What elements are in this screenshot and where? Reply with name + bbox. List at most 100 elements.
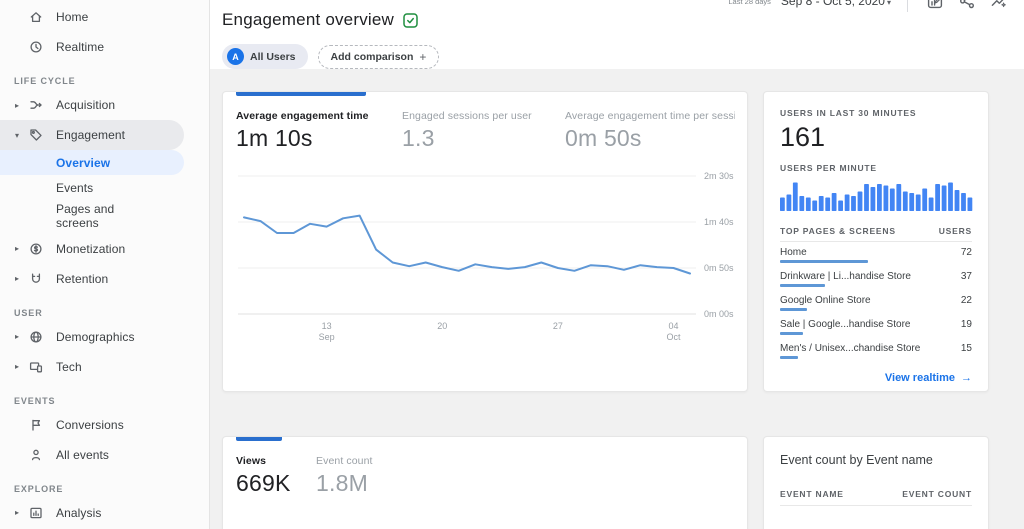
sidebar-item-conversions[interactable]: Conversions [0, 410, 209, 440]
sidebar-item-engagement[interactable]: ▾ Engagement [0, 120, 184, 150]
sidebar-item-monetization[interactable]: ▸ Monetization [0, 234, 209, 264]
clock-icon [28, 39, 44, 55]
sidebar-item-label: Conversions [56, 417, 124, 432]
audience-avatar-icon: A [227, 48, 244, 65]
event-name-column-header: EVENT NAME [780, 489, 844, 499]
chevron-right-icon[interactable]: ▸ [14, 244, 19, 254]
users-bar [780, 284, 825, 287]
svg-text:Sep: Sep [319, 332, 335, 342]
all-users-chip[interactable]: A All Users [222, 44, 308, 69]
caret-down-icon: ▾ [886, 0, 891, 7]
sidebar-subitem-label: Overview [56, 155, 111, 170]
page-title: Engagement overview [222, 10, 395, 29]
all-users-chip-label: All Users [250, 50, 296, 63]
chevron-right-icon[interactable]: ▸ [14, 100, 19, 110]
svg-text:0m 00s: 0m 00s [704, 309, 734, 319]
report-check-icon [402, 12, 419, 29]
sidebar-item-realtime[interactable]: Realtime [0, 32, 209, 62]
acquisition-icon [28, 97, 44, 113]
chevron-right-icon[interactable]: ▸ [14, 362, 19, 372]
sidebar-subitem-pages-and-screens[interactable]: Pages and screens [0, 200, 209, 234]
sidebar-item-tech[interactable]: ▸ Tech [0, 352, 209, 382]
content-area: Average engagement time 1m 10s Engaged s… [210, 69, 1024, 529]
metric-tab-average-engagement-time-per-session[interactable]: Average engagement time per session 0m 5… [565, 110, 735, 151]
table-row[interactable]: Men's / Unisex...chandise Store 15 [780, 338, 972, 362]
analysis-icon [28, 505, 44, 521]
metric-tab-average-engagement-time[interactable]: Average engagement time 1m 10s [236, 110, 369, 151]
sidebar-section-events: EVENTS [14, 395, 56, 406]
sidebar-item-label: Analysis [56, 505, 102, 520]
chevron-right-icon[interactable]: ▸ [14, 508, 19, 518]
svg-text:27: 27 [553, 321, 563, 331]
insights-icon[interactable] [988, 0, 1010, 12]
sidebar-item-label: All events [56, 447, 110, 462]
users-column-header: USERS [938, 226, 972, 236]
event-count-column-header: EVENT COUNT [902, 489, 972, 499]
metric-tab-views[interactable]: Views 669K [236, 455, 291, 496]
users-bar [780, 332, 803, 335]
sidebar-item-label: Monetization [56, 241, 126, 256]
top-pages-table: Home 72 Drinkware | Li...handise Store 3… [780, 242, 972, 362]
sidebar-subitem-overview[interactable]: Overview [0, 150, 184, 175]
users-bar [780, 308, 807, 311]
sidebar-section-user: USER [14, 307, 43, 318]
tag-icon [28, 127, 44, 143]
devices-icon [28, 359, 44, 375]
chevron-down-icon[interactable]: ▾ [14, 130, 19, 140]
table-row[interactable]: Google Online Store 22 [780, 290, 972, 314]
sidebar-nav: Home Realtime LIFE CYCLE ▸ Acquisition ▾… [0, 0, 210, 529]
realtime-card: USERS IN LAST 30 MINUTES 161 USERS PER M… [763, 91, 989, 392]
sidebar-item-label: Realtime [56, 40, 105, 54]
globe-icon [28, 329, 44, 345]
home-icon [28, 9, 44, 25]
divider [907, 0, 908, 12]
customize-report-icon[interactable] [924, 0, 946, 12]
engagement-chart-card: Average engagement time 1m 10s Engaged s… [222, 91, 748, 392]
date-range-selector[interactable]: Sep 8 - Oct 5, 2020 ▾ [780, 0, 891, 8]
svg-text:1m 40s: 1m 40s [704, 217, 734, 227]
users-per-minute-label: USERS PER MINUTE [780, 163, 877, 173]
views-event-count-card: Views 669K Event count 1.8M [222, 436, 748, 529]
svg-text:04: 04 [668, 321, 678, 331]
arrow-right-icon: → [961, 372, 972, 384]
metric-tab-engaged-sessions-per-user[interactable]: Engaged sessions per user 1.3 [402, 110, 532, 151]
svg-text:0m 50s: 0m 50s [704, 263, 734, 273]
sidebar-item-label: Engagement [56, 128, 126, 142]
main-area: Last 28 days Sep 8 - Oct 5, 2020 ▾ Engage… [210, 0, 1024, 529]
table-row[interactable]: Drinkware | Li...handise Store 37 [780, 266, 972, 290]
sidebar-section-explore: EXPLORE [14, 483, 64, 494]
users-per-minute-bar-chart [780, 182, 973, 211]
chevron-right-icon[interactable]: ▸ [14, 274, 19, 284]
sidebar-item-home[interactable]: Home [0, 2, 209, 32]
sidebar-section-life-cycle: LIFE CYCLE [14, 76, 76, 86]
sidebar-item-acquisition[interactable]: ▸ Acquisition [0, 90, 209, 120]
metric-tab-event-count[interactable]: Event count 1.8M [316, 455, 373, 496]
plus-icon: + [419, 49, 427, 64]
users-last-30-min-label: USERS IN LAST 30 MINUTES [780, 108, 917, 118]
sidebar-item-label: Home [56, 10, 89, 24]
sidebar-subitem-label: Events [56, 180, 94, 195]
svg-text:2m 30s: 2m 30s [704, 171, 734, 181]
sidebar-item-demographics[interactable]: ▸ Demographics [0, 322, 209, 352]
sidebar-item-retention[interactable]: ▸ Retention [0, 264, 209, 294]
view-realtime-link[interactable]: View realtime → [884, 372, 972, 384]
sidebar-item-label: Retention [56, 271, 109, 286]
add-comparison-label: Add comparison [330, 50, 414, 63]
event-table-header: EVENT NAME EVENT COUNT [780, 489, 972, 506]
table-row[interactable]: Sale | Google...handise Store 19 [780, 314, 972, 338]
sidebar-item-all-events[interactable]: All events [0, 440, 209, 470]
magnet-icon [28, 271, 44, 287]
sidebar-item-analysis[interactable]: ▸ Analysis [0, 498, 209, 528]
add-comparison-button[interactable]: Add comparison + [317, 44, 440, 69]
top-pages-table-header: TOP PAGES & SCREENS USERS [780, 226, 972, 242]
users-bar [780, 356, 798, 359]
share-icon[interactable] [956, 0, 978, 12]
svg-text:13: 13 [322, 321, 332, 331]
chevron-right-icon[interactable]: ▸ [14, 332, 19, 342]
table-row[interactable]: Home 72 [780, 242, 972, 266]
sidebar-subitem-label: Pages and screens [56, 202, 115, 230]
sidebar-item-label: Acquisition [56, 98, 116, 112]
sidebar-subitem-events[interactable]: Events [0, 175, 209, 200]
users-bar [780, 260, 868, 263]
